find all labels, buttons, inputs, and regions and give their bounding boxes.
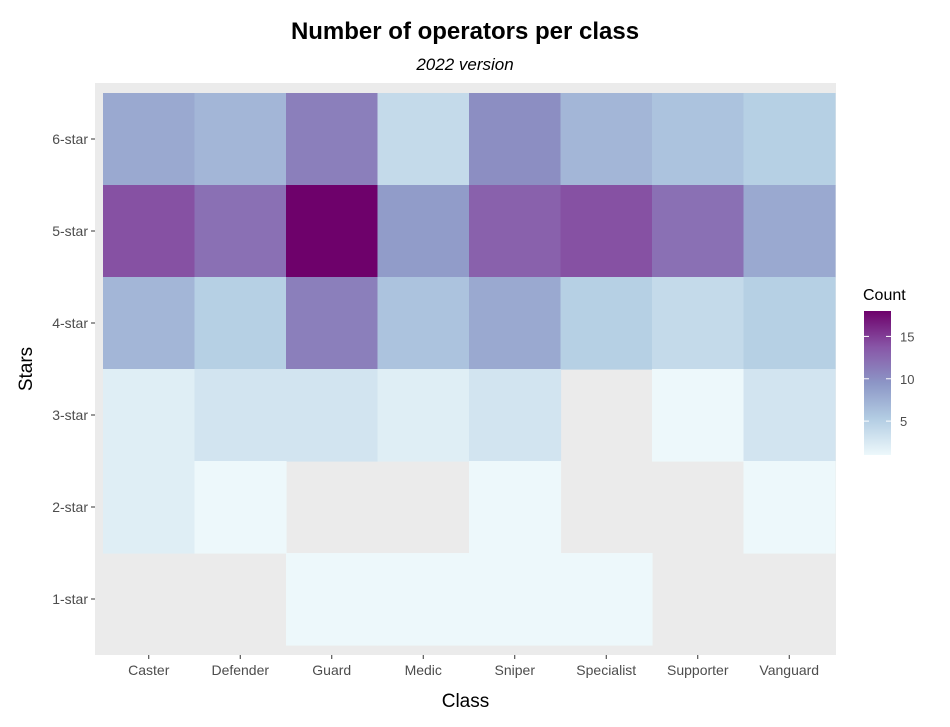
heatmap-cell-guard-3-star	[286, 369, 379, 462]
heatmap-cell-caster-4-star	[103, 277, 196, 370]
heatmap-cell-caster-2-star	[103, 461, 196, 554]
heatmap-cell-vanguard-4-star	[743, 277, 836, 370]
y-tick-label: 5-star	[52, 223, 88, 239]
heatmap-cell-sniper-1-star	[469, 553, 562, 646]
heatmap-cell-defender-2-star	[194, 461, 287, 554]
legend-tick-label: 5	[900, 414, 907, 429]
heatmap-cell-vanguard-2-star	[743, 461, 836, 554]
x-tick-label: Sniper	[495, 662, 536, 678]
heatmap-cell-sniper-5-star	[469, 185, 562, 278]
heatmap-cell-sniper-2-star	[469, 461, 562, 554]
y-tick-label: 1-star	[52, 591, 88, 607]
heatmap-cell-defender-3-star	[194, 369, 287, 462]
chart-subtitle: 2022 version	[416, 55, 514, 74]
heatmap-cell-guard-4-star	[286, 277, 379, 370]
heatmap-cell-vanguard-5-star	[743, 185, 836, 278]
heatmap-cell-defender-4-star	[194, 277, 287, 370]
heatmap-cell-medic-3-star	[377, 369, 470, 462]
legend-title: Count	[863, 287, 906, 304]
heatmap-cell-defender-6-star	[194, 93, 287, 186]
heatmap-cell-vanguard-6-star	[743, 93, 836, 186]
heatmap-cell-sniper-4-star	[469, 277, 562, 370]
heatmap-cell-medic-6-star	[377, 93, 470, 186]
heatmap-cell-caster-6-star	[103, 93, 196, 186]
heatmap-cell-medic-4-star	[377, 277, 470, 370]
x-tick-label: Vanguard	[759, 662, 819, 678]
y-tick-label: 4-star	[52, 315, 88, 331]
x-tick-label: Specialist	[576, 662, 636, 678]
heatmap-cell-medic-1-star	[377, 553, 470, 646]
x-tick-label: Guard	[312, 662, 351, 678]
legend-tick-label: 15	[900, 329, 914, 344]
x-tick-label: Medic	[405, 662, 442, 678]
y-tick-label: 2-star	[52, 499, 88, 515]
legend-colorbar	[864, 311, 891, 455]
heatmap-cell-supporter-3-star	[652, 369, 745, 462]
heatmap-cell-medic-5-star	[377, 185, 470, 278]
x-tick-label: Supporter	[667, 662, 729, 678]
heatmap-cell-sniper-6-star	[469, 93, 562, 186]
heatmap-cell-sniper-3-star	[469, 369, 562, 462]
y-tick-label: 6-star	[52, 131, 88, 147]
heatmap-cell-caster-3-star	[103, 369, 196, 462]
chart-title: Number of operators per class	[290, 18, 640, 45]
x-tick-label: Caster	[128, 662, 170, 678]
heatmap-cell-vanguard-3-star	[743, 369, 836, 462]
legend-tick-label: 10	[900, 372, 914, 387]
heatmap-cell-specialist-4-star	[560, 277, 653, 370]
x-axis-title: Class	[442, 691, 490, 712]
y-tick-label: 3-star	[52, 407, 88, 423]
heatmap-cell-supporter-6-star	[652, 93, 745, 186]
heatmap-cell-specialist-1-star	[560, 553, 653, 646]
heatmap-cell-specialist-6-star	[560, 93, 653, 186]
heatmap-cell-guard-1-star	[286, 553, 379, 646]
heatmap-cell-guard-5-star	[286, 185, 379, 278]
heatmap-cell-supporter-4-star	[652, 277, 745, 370]
heatmap-cell-defender-5-star	[194, 185, 287, 278]
y-axis-title: Stars	[16, 347, 37, 391]
x-tick-label: Defender	[211, 662, 269, 678]
heatmap-cell-guard-6-star	[286, 93, 379, 186]
heatmap-cell-caster-5-star	[103, 185, 196, 278]
heatmap-cell-supporter-5-star	[652, 185, 745, 278]
heatmap-cell-specialist-5-star	[560, 185, 653, 278]
